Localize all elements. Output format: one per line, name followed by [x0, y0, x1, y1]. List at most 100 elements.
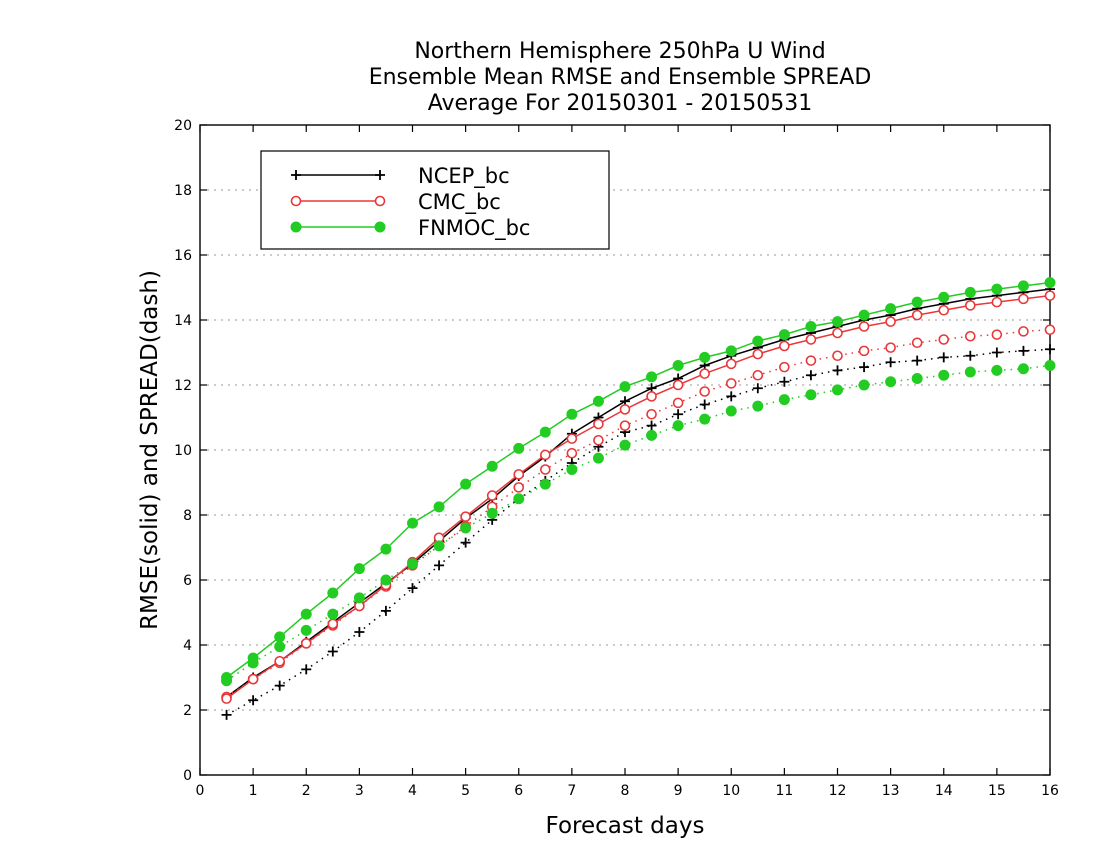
- fnmoc-rmse-point: [513, 442, 525, 454]
- chart-title: Northern Hemisphere 250hPa U WindEnsembl…: [369, 39, 872, 116]
- cmc-rmse-point: [540, 449, 551, 461]
- fnmoc-spread-point: [938, 369, 950, 381]
- ncep-spread-point: [1045, 344, 1055, 355]
- cmc-rmse-point: [991, 296, 1003, 308]
- y-tick-label: 12: [174, 378, 192, 394]
- fnmoc-spread-point: [539, 478, 551, 490]
- y-tick-label: 0: [183, 768, 192, 784]
- fnmoc-rmse-point: [911, 296, 923, 308]
- cmc-rmse-point: [566, 433, 578, 444]
- fnmoc-rmse-point: [672, 360, 684, 371]
- fnmoc-spread-point: [407, 558, 418, 570]
- ncep-spread-point: [885, 357, 896, 368]
- fnmoc-rmse-point: [964, 286, 976, 298]
- fnmoc-spread-point: [646, 429, 658, 441]
- fnmoc-spread-point: [858, 379, 870, 391]
- cmc-rmse-point: [752, 348, 764, 360]
- y-tick-label: 2: [183, 703, 192, 719]
- ncep-spread-point: [301, 664, 312, 675]
- ncep-rmse-series: [221, 284, 1055, 702]
- fnmoc-rmse-point: [938, 291, 950, 303]
- cmc-spread-point: [1044, 324, 1056, 336]
- x-tick-label: 0: [196, 783, 205, 799]
- ncep-spread-point: [1018, 345, 1029, 356]
- ncep-spread-series: [221, 344, 1055, 720]
- cmc-spread-point: [540, 464, 551, 475]
- cmc-spread-point: [858, 345, 870, 357]
- fnmoc-rmse-point: [300, 608, 312, 620]
- fnmoc-rmse-point: [221, 672, 233, 683]
- fnmoc-spread-line: [226, 364, 1051, 682]
- ncep-spread-point: [327, 646, 338, 657]
- cmc-spread-point: [938, 334, 950, 345]
- fnmoc-rmse-point: [646, 371, 658, 383]
- cmc-spread-point: [725, 378, 737, 389]
- legend-marker-fnmoc: [290, 221, 302, 233]
- y-tick-label: 16: [174, 248, 192, 264]
- ncep-spread-point: [460, 537, 471, 548]
- ncep-spread-point: [380, 605, 391, 616]
- cmc-spread-point: [672, 397, 684, 409]
- cmc-rmse-point: [832, 327, 843, 339]
- ncep-spread-point: [354, 627, 365, 637]
- cmc-rmse-point: [965, 300, 976, 311]
- fnmoc-rmse-point: [832, 316, 843, 328]
- fnmoc-rmse-point: [353, 563, 365, 575]
- x-tick-label: 12: [829, 783, 847, 799]
- fnmoc-rmse-point: [460, 478, 472, 490]
- fnmoc-spread-series: [221, 360, 1056, 687]
- x-tick-label: 15: [988, 783, 1006, 799]
- fnmoc-spread-point: [672, 420, 684, 432]
- x-axis-label: Forecast days: [546, 813, 705, 839]
- x-tick-label: 8: [621, 783, 630, 799]
- legend-box: [260, 150, 610, 250]
- x-tick-label: 9: [674, 783, 683, 799]
- series-group: [221, 277, 1056, 720]
- legend-label-cmc: CMC_bc: [418, 190, 501, 215]
- ncep-spread-point: [912, 355, 923, 366]
- ncep-spread-line: [226, 348, 1051, 716]
- legend-marker-cmc: [290, 195, 302, 207]
- y-axis-ticks: 0 2 4 6 8 10 12 14 16 18 20: [174, 118, 1050, 784]
- cmc-rmse-series: [221, 290, 1056, 704]
- ncep-spread-point: [434, 560, 445, 571]
- x-tick-label: 3: [355, 783, 364, 799]
- x-tick-label: 1: [249, 783, 258, 799]
- fnmoc-spread-point: [300, 624, 312, 636]
- fnmoc-rmse-point: [327, 587, 339, 599]
- y-tick-label: 14: [174, 313, 192, 329]
- legend-marker-ncep: [375, 170, 385, 180]
- fnmoc-rmse-point: [1044, 277, 1056, 289]
- fnmoc-spread-point: [778, 394, 790, 406]
- fnmoc-spread-point: [885, 376, 897, 388]
- cmc-spread-line: [226, 329, 1051, 698]
- cmc-spread-point: [1018, 326, 1029, 337]
- x-tick-label: 10: [722, 783, 740, 799]
- ncep-spread-point: [779, 376, 790, 387]
- y-tick-label: 18: [174, 183, 192, 199]
- fnmoc-rmse-point: [778, 329, 790, 341]
- fnmoc-rmse-point: [885, 303, 897, 315]
- cmc-spread-point: [805, 355, 817, 366]
- cmc-spread-point: [646, 408, 657, 420]
- cmc-rmse-point: [725, 358, 737, 370]
- fnmoc-rmse-point: [592, 395, 604, 407]
- fnmoc-rmse-series: [221, 277, 1056, 683]
- cmc-rmse-point: [486, 490, 498, 501]
- fnmoc-spread-point: [1044, 360, 1056, 371]
- ncep-spread-point: [221, 709, 232, 720]
- cmc-rmse-point: [1044, 290, 1056, 301]
- cmc-rmse-point: [885, 316, 896, 327]
- fnmoc-spread-point: [380, 574, 392, 586]
- ncep-spread-point: [752, 383, 763, 394]
- x-tick-label: 5: [461, 783, 470, 799]
- fnmoc-spread-point: [566, 464, 578, 475]
- fnmoc-spread-point: [991, 364, 1003, 376]
- x-tick-label: 4: [408, 783, 417, 799]
- fnmoc-spread-point: [1017, 363, 1029, 375]
- cmc-spread-point: [566, 447, 578, 459]
- fnmoc-rmse-line: [226, 281, 1051, 679]
- ncep-spread-point: [991, 347, 1002, 358]
- cmc-spread-point: [911, 337, 923, 349]
- fnmoc-spread-point: [274, 641, 286, 653]
